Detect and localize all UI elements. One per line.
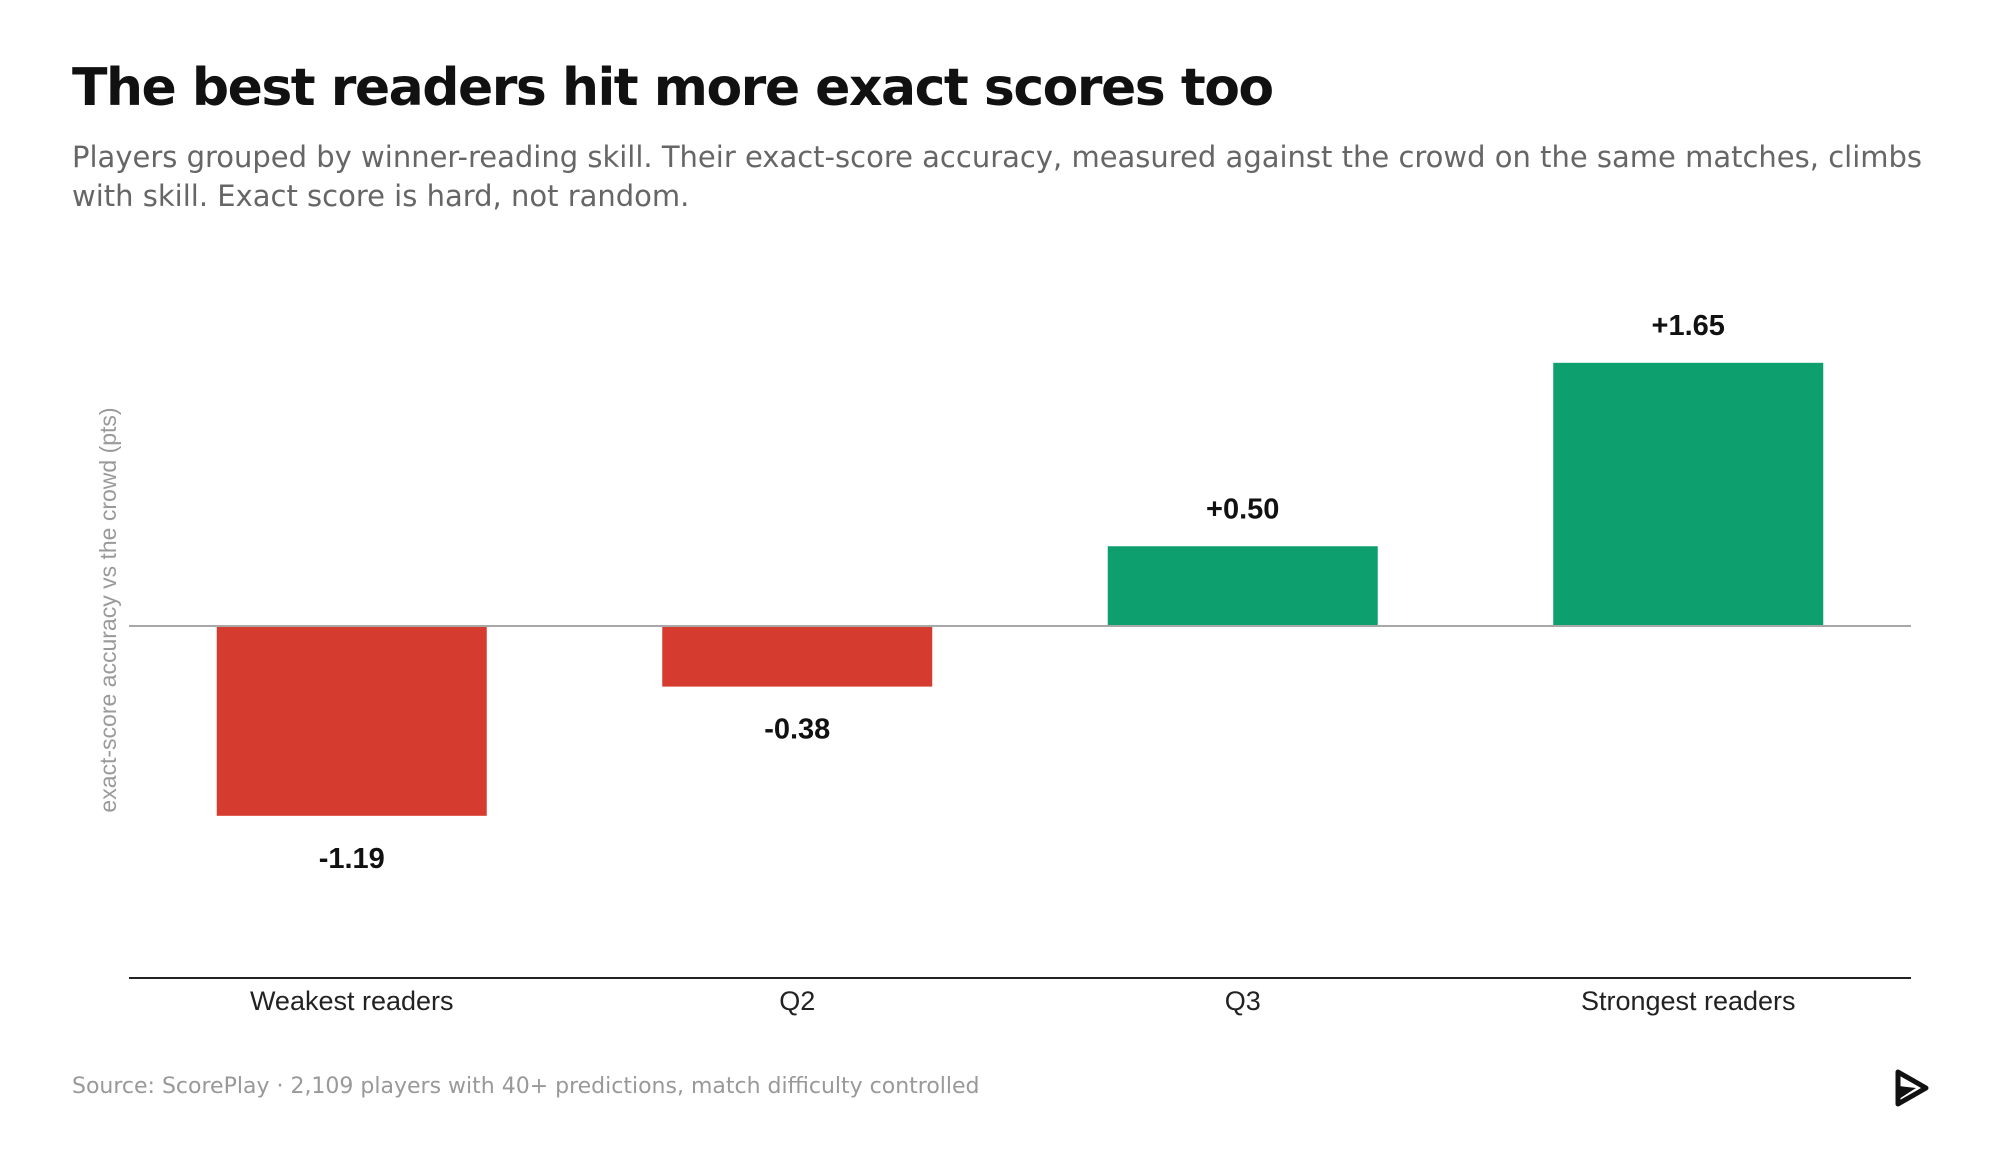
- x-tick-label: Strongest readers: [1581, 986, 1796, 1016]
- chart-subtitle: Players grouped by winner-reading skill.…: [72, 140, 1923, 213]
- x-tick-labels: Weakest readers Q2 Q3 Strongest readers: [250, 986, 1796, 1016]
- bar-4: [1553, 362, 1824, 626]
- x-tick-label: Q3: [1225, 986, 1261, 1016]
- x-tick-label: Q2: [779, 986, 815, 1016]
- labels-layer: -1.19 -0.38 +0.50 +1.65: [319, 310, 1725, 875]
- bars-layer: [216, 362, 1824, 816]
- x-tick-label: Weakest readers: [250, 986, 454, 1016]
- y-axis-label: exact-score accuracy vs the crowd (pts): [95, 407, 121, 812]
- bar-value-label: -0.38: [764, 714, 830, 746]
- bar-value-label: +1.65: [1652, 310, 1725, 342]
- bar-value-label: -1.19: [319, 843, 385, 875]
- bar-1: [216, 626, 487, 816]
- source-note: Source: ScorePlay · 2,109 players with 4…: [72, 1074, 980, 1099]
- bar-value-label: +0.50: [1206, 493, 1279, 525]
- bar-3: [1107, 546, 1378, 626]
- play-arrow-logo-icon: [1895, 1069, 1929, 1107]
- bar-2: [662, 626, 933, 687]
- chart-title: The best readers hit more exact scores t…: [72, 58, 1274, 118]
